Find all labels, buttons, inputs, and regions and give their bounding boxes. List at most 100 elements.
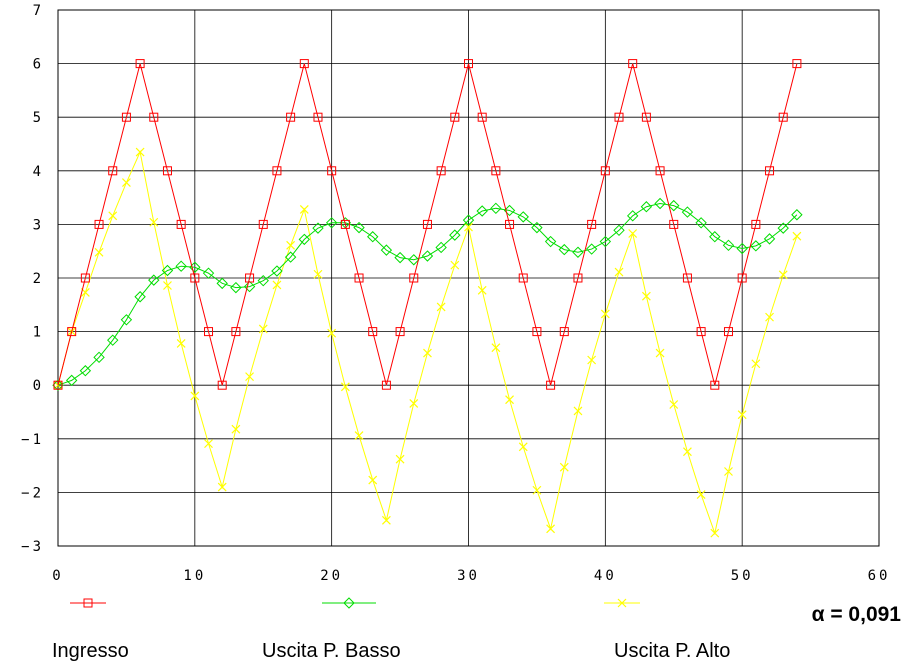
- data-point-uscita-p-alto: [477, 285, 487, 295]
- data-point-uscita-p-basso: [503, 204, 516, 217]
- data-point-uscita-p-basso: [230, 281, 242, 294]
- data-point-ingresso: [313, 112, 323, 122]
- data-point-uscita-p-alto: [600, 309, 610, 319]
- data-point-uscita-p-basso: [531, 221, 543, 234]
- data-point-uscita-p-basso: [271, 265, 283, 277]
- data-point-ingresso: [409, 273, 419, 283]
- y-tick-label: −2: [21, 485, 44, 501]
- data-point-uscita-p-alto: [559, 462, 569, 472]
- data-point-ingresso: [765, 166, 775, 176]
- data-point-uscita-p-basso: [613, 224, 625, 237]
- data-point-ingresso: [217, 380, 227, 390]
- data-point-uscita-p-basso: [558, 243, 570, 256]
- data-point-uscita-p-alto: [176, 338, 186, 348]
- series-line-uscita-p-basso: [57, 202, 798, 386]
- data-point-uscita-p-basso: [120, 314, 133, 326]
- data-point-uscita-p-basso: [284, 251, 297, 263]
- data-point-uscita-p-basso: [462, 214, 475, 226]
- legend-label-uscita-p-basso: Uscita P. Basso: [262, 640, 401, 662]
- data-point-uscita-p-alto: [696, 490, 706, 499]
- data-point-uscita-p-alto: [792, 231, 802, 241]
- data-point-ingresso: [176, 219, 186, 229]
- data-point-uscita-p-alto: [655, 348, 665, 358]
- x-tick-label: 20: [320, 568, 343, 584]
- data-point-uscita-p-alto: [724, 467, 733, 476]
- x-tick-label: 0: [52, 568, 63, 584]
- data-point-uscita-p-basso: [517, 211, 529, 223]
- x-tick-label: 60: [868, 568, 891, 584]
- y-tick-label: −1: [21, 432, 44, 448]
- data-point-uscita-p-basso: [243, 280, 256, 293]
- data-point-ingresso: [395, 327, 405, 337]
- data-point-uscita-p-alto: [532, 485, 542, 495]
- data-point-ingresso: [108, 166, 118, 176]
- data-point-uscita-p-alto: [313, 269, 323, 279]
- x-tick-label: 10: [183, 568, 206, 584]
- data-point-uscita-p-basso: [394, 251, 406, 264]
- series-group: [52, 59, 803, 538]
- data-point-ingresso: [723, 327, 733, 337]
- data-point-uscita-p-alto: [340, 382, 350, 392]
- data-point-uscita-p-basso: [216, 277, 228, 290]
- data-point-ingresso: [53, 380, 63, 390]
- data-point-uscita-p-basso: [640, 201, 653, 213]
- y-tick-label: 2: [33, 271, 44, 287]
- data-point-uscita-p-basso: [408, 254, 420, 266]
- data-point-uscita-p-alto: [587, 355, 597, 365]
- data-point-uscita-p-basso: [312, 222, 324, 234]
- data-point-ingresso: [518, 273, 528, 283]
- data-point-ingresso: [258, 219, 268, 229]
- data-point-uscita-p-alto: [464, 222, 473, 232]
- data-point-uscita-p-basso: [134, 291, 146, 303]
- data-point-uscita-p-basso: [79, 365, 92, 377]
- y-tick-label: 0: [33, 378, 44, 394]
- data-point-uscita-p-basso: [421, 250, 434, 262]
- legend-marker-uscita-p-basso: [343, 597, 355, 609]
- data-point-uscita-p-basso: [654, 197, 666, 210]
- data-point-uscita-p-basso: [572, 246, 584, 258]
- data-point-uscita-p-alto: [546, 524, 556, 534]
- data-point-uscita-p-basso: [298, 233, 311, 246]
- data-point-uscita-p-basso: [107, 334, 119, 346]
- data-point-ingresso: [628, 59, 638, 69]
- data-point-uscita-p-basso: [175, 260, 187, 272]
- data-point-uscita-p-alto: [778, 270, 788, 280]
- data-point-ingresso: [272, 166, 282, 176]
- data-point-uscita-p-basso: [681, 206, 694, 218]
- data-point-uscita-p-alto: [395, 454, 405, 464]
- data-point-ingresso: [669, 219, 679, 229]
- data-point-uscita-p-alto: [641, 291, 651, 301]
- data-point-ingresso: [67, 327, 77, 337]
- data-point-ingresso: [792, 59, 802, 69]
- data-point-ingresso: [696, 327, 706, 337]
- data-point-uscita-p-alto: [573, 406, 583, 416]
- data-point-uscita-p-basso: [736, 242, 748, 255]
- data-point-ingresso: [354, 273, 364, 283]
- series-line-uscita-p-alto: [57, 150, 798, 535]
- data-point-ingresso: [94, 219, 104, 229]
- data-point-ingresso: [682, 273, 692, 283]
- data-point-ingresso: [532, 327, 542, 337]
- data-point-uscita-p-alto: [614, 267, 624, 277]
- data-point-ingresso: [340, 219, 350, 229]
- y-tick-label: 6: [33, 57, 44, 73]
- data-point-uscita-p-alto: [108, 211, 118, 221]
- data-point-uscita-p-alto: [299, 204, 309, 214]
- data-point-uscita-p-alto: [518, 442, 528, 452]
- data-point-ingresso: [559, 327, 569, 337]
- data-point-ingresso: [135, 59, 145, 69]
- data-point-ingresso: [587, 219, 597, 229]
- y-tick-label: 4: [33, 164, 44, 180]
- data-point-uscita-p-alto: [354, 431, 364, 441]
- data-point-uscita-p-basso: [325, 217, 338, 229]
- data-point-ingresso: [751, 219, 761, 229]
- data-point-uscita-p-alto: [231, 424, 241, 434]
- data-point-uscita-p-basso: [93, 351, 105, 364]
- data-point-uscita-p-basso: [626, 210, 639, 222]
- data-point-uscita-p-basso: [367, 231, 379, 243]
- data-point-uscita-p-alto: [149, 217, 159, 227]
- data-point-uscita-p-alto: [628, 229, 638, 238]
- data-point-uscita-p-basso: [750, 240, 762, 252]
